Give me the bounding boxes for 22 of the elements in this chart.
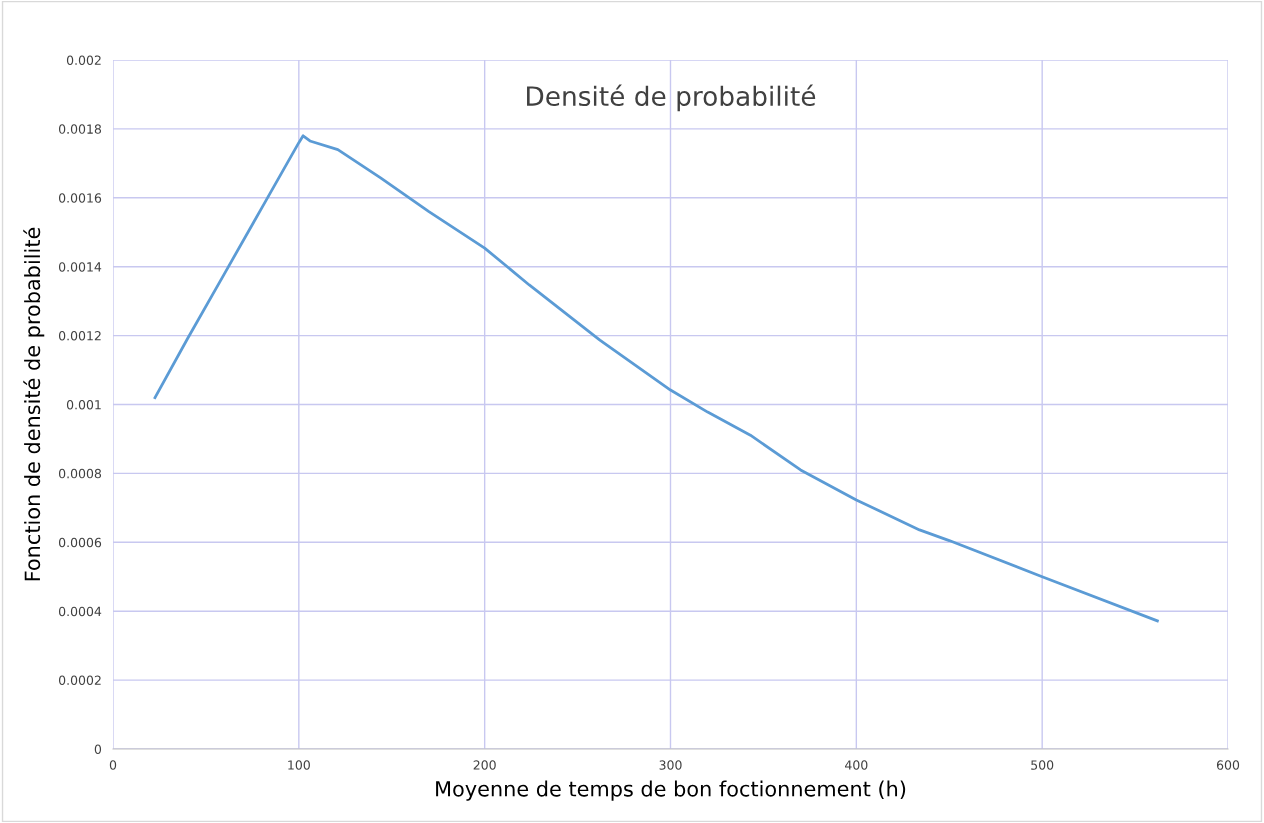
x-tick-label: 500 — [1031, 760, 1054, 770]
x-tick-label: 200 — [473, 760, 496, 770]
y-tick-label: 0.001 — [66, 399, 101, 410]
y-tick-label: 0.0008 — [58, 468, 102, 479]
y-tick-label: 0.0002 — [58, 675, 101, 686]
x-tick-label: 300 — [659, 760, 682, 770]
y-tick-label: 0.0012 — [58, 331, 101, 341]
y-axis-title: Fonction de densité de probabilité — [23, 227, 45, 581]
y-tick-label: 0.002 — [66, 55, 101, 65]
y-tick-label: 0.0016 — [58, 193, 102, 203]
x-tick-label: 400 — [845, 760, 868, 770]
y-tick-label: 0.0006 — [58, 537, 102, 548]
y-tick-label: 0.0014 — [58, 262, 102, 272]
x-tick-label: 0 — [109, 760, 117, 770]
y-tick-label: 0.0018 — [58, 124, 102, 134]
y-tick-label: 0.0004 — [58, 606, 102, 617]
x-tick-label: 600 — [1216, 760, 1240, 770]
x-axis-title: Moyenne de temps de bon foctionnement (h) — [436, 780, 906, 801]
x-tick-label: 100 — [288, 760, 310, 770]
text: Densité de probabilité — [527, 84, 816, 112]
line-series — [153, 134, 1159, 623]
y-tick-label: 0 — [94, 744, 102, 754]
